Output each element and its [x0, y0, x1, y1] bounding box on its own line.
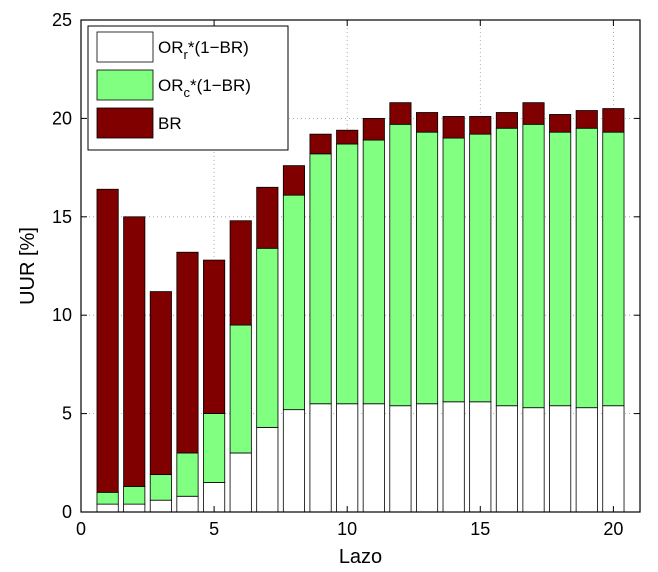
- legend-swatch: [96, 31, 154, 63]
- bar-segment-series-2: [575, 127, 598, 409]
- bar-segment-series-2: [362, 139, 385, 405]
- y-axis-label: UUR [%]: [17, 227, 39, 305]
- bar-segment-series-1: [362, 403, 385, 513]
- y-tick-label: 10: [52, 305, 72, 325]
- bar-segment-series-2: [442, 137, 465, 403]
- bar-segment-series-3: [522, 102, 545, 125]
- bar-segment-series-1: [522, 407, 545, 513]
- bars: [96, 102, 625, 513]
- bar-segment-series-3: [389, 102, 412, 125]
- bar-segment-series-1: [575, 407, 598, 513]
- y-tick-label: 25: [52, 10, 72, 30]
- legend-swatch: [96, 107, 154, 139]
- bar-segment-series-1: [469, 401, 492, 513]
- bar-segment-series-1: [389, 405, 412, 513]
- x-tick-label: 0: [76, 519, 86, 539]
- axis-ticks: 0 5 10 15 20 0 5 10 15 20 25: [52, 10, 640, 539]
- bar-segment-series-2: [96, 491, 119, 505]
- bar-segment-series-3: [149, 291, 172, 476]
- bar-segment-series-1: [495, 405, 518, 513]
- bar-segment-series-1: [123, 503, 146, 513]
- bar-segment-series-1: [149, 499, 172, 513]
- bar-segment-series-1: [602, 405, 625, 513]
- bar-segment-series-3: [575, 110, 598, 129]
- bar-segment-series-3: [123, 216, 146, 487]
- bar-segment-series-3: [96, 188, 119, 493]
- y-tick-label: 5: [62, 404, 72, 424]
- plot-area-frame: [80, 19, 641, 513]
- bar-segment-series-3: [309, 133, 332, 155]
- bar-segment-series-1: [256, 426, 279, 513]
- bar-segment-series-3: [549, 114, 572, 133]
- bar-segment-series-2: [203, 413, 226, 483]
- bar-segment-series-1: [176, 495, 199, 513]
- bar-segment-series-2: [495, 127, 518, 407]
- bar-segment-series-2: [309, 153, 332, 405]
- bar-segment-series-1: [309, 403, 332, 513]
- bar-segment-series-3: [336, 129, 359, 145]
- legend-entry-label: BR: [158, 114, 182, 133]
- bar-segment-series-3: [495, 112, 518, 129]
- bar-segment-series-2: [549, 131, 572, 407]
- bar-segment-series-2: [336, 143, 359, 405]
- bar-segment-series-3: [469, 116, 492, 135]
- bar-segment-series-2: [229, 324, 252, 454]
- x-tick-label: 5: [209, 519, 219, 539]
- bar-segment-series-2: [282, 194, 305, 411]
- bar-segment-series-3: [229, 220, 252, 326]
- bar-segment-series-1: [282, 409, 305, 513]
- bar-segment-series-1: [549, 405, 572, 513]
- x-tick-label: 15: [470, 519, 490, 539]
- bar-segment-series-1: [336, 403, 359, 513]
- y-tick-label: 15: [52, 207, 72, 227]
- x-tick-label: 20: [603, 519, 623, 539]
- bar-segment-series-2: [522, 123, 545, 409]
- bar-segment-series-2: [415, 131, 439, 405]
- bar-segment-series-2: [123, 486, 146, 505]
- bar-segment-series-1: [96, 503, 119, 513]
- bar-segment-series-2: [469, 133, 492, 403]
- legend: ORr*(1−BR) ORc*(1−BR) BR: [87, 25, 289, 151]
- bar-segment-series-1: [442, 401, 465, 513]
- bar-segment-series-2: [176, 452, 199, 497]
- bar-segment-series-3: [415, 112, 439, 133]
- bar-segment-series-3: [256, 186, 279, 249]
- legend-swatch: [96, 69, 154, 101]
- bar-segment-series-3: [602, 108, 625, 133]
- legend-entry-label: ORr*(1−BR): [158, 38, 249, 62]
- x-tick-label: 10: [337, 519, 357, 539]
- bar-segment-series-1: [229, 452, 252, 513]
- bar-segment-series-3: [282, 165, 305, 196]
- bar-segment-series-2: [389, 123, 412, 407]
- legend-entry-label: ORc*(1−BR): [158, 76, 251, 100]
- bar-segment-series-2: [602, 131, 625, 407]
- bar-segment-series-3: [203, 259, 226, 415]
- bar-segment-series-2: [256, 247, 279, 428]
- x-axis-label: Lazo: [339, 546, 382, 568]
- bar-segment-series-1: [415, 403, 439, 513]
- bar-segment-series-2: [149, 474, 172, 501]
- y-tick-label: 20: [52, 108, 72, 128]
- bar-segment-series-3: [362, 118, 385, 141]
- y-tick-label: 0: [62, 502, 72, 522]
- bar-segment-series-3: [442, 116, 465, 139]
- bar-segment-series-3: [176, 251, 199, 454]
